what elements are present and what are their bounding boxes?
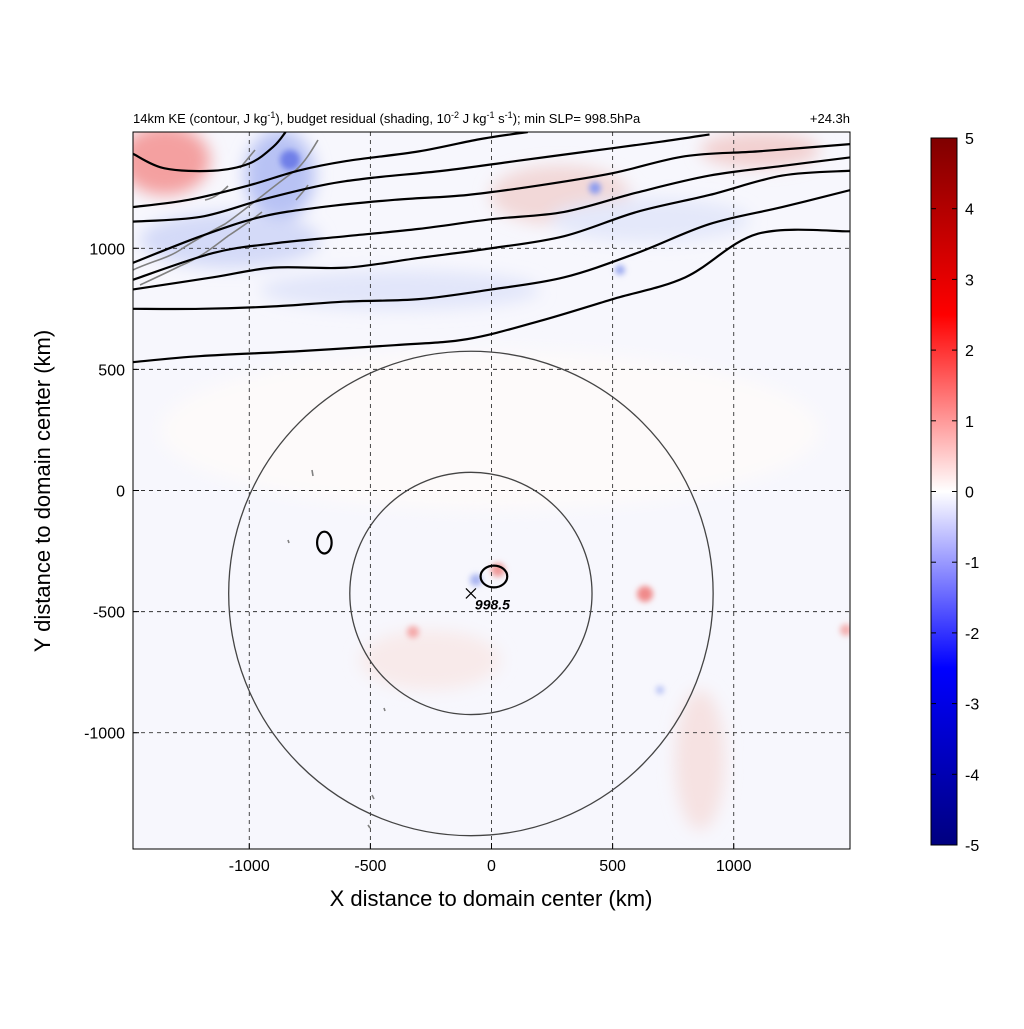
colorbar-tick-label: 3 xyxy=(965,272,974,289)
colorbar-tick-label: -4 xyxy=(965,767,979,784)
y-axis-ticks: 1000 500 0 -500 -1000 xyxy=(84,241,139,743)
shading-blob xyxy=(260,270,540,310)
shading-blob xyxy=(675,690,725,830)
colorbar-tick-label: -5 xyxy=(965,838,979,855)
ke-contour-loop xyxy=(479,564,509,589)
shading-blob xyxy=(550,198,750,242)
range-ring-outer xyxy=(228,350,714,837)
shading-blob xyxy=(140,212,320,268)
coastline-path xyxy=(295,184,309,201)
ke-contour-line xyxy=(133,169,850,291)
ke-contours xyxy=(133,132,850,589)
y-tick-label: 500 xyxy=(98,362,125,379)
shading-spot xyxy=(656,686,664,694)
colorbar-tick-label: 2 xyxy=(965,343,974,360)
storm-center: 998.5 xyxy=(465,588,510,612)
shading-blob xyxy=(360,630,500,690)
colorbar-tick-label: -1 xyxy=(965,555,979,572)
ke-contour-line xyxy=(133,189,850,311)
ke-contour-line xyxy=(133,132,528,209)
colorbar-tick-label: 4 xyxy=(965,202,974,219)
x-tick-label: 500 xyxy=(599,858,626,875)
y-tick-label: 0 xyxy=(116,484,125,501)
y-axis-label: Y distance to domain center (km) xyxy=(30,330,55,652)
x-tick-label: -1000 xyxy=(229,858,270,875)
shading-spot xyxy=(280,150,300,170)
x-tick-label: 0 xyxy=(487,858,496,875)
ke-contour-line xyxy=(133,133,710,223)
time-label: +24.3h xyxy=(810,111,850,126)
shading-spot xyxy=(615,265,625,275)
storm-center-marker xyxy=(465,588,477,599)
ke-contour-line xyxy=(133,132,287,173)
ke-contour-line xyxy=(133,143,850,264)
y-tick-label: -500 xyxy=(93,605,125,622)
shading-spot xyxy=(589,182,601,194)
shading-blob xyxy=(133,132,210,195)
coastline-path xyxy=(287,469,386,829)
ke-contour-line xyxy=(133,228,850,364)
colorbar-tick-label: 0 xyxy=(965,485,974,502)
shading-spot xyxy=(407,626,419,638)
colorbar-tick-label: 5 xyxy=(965,131,974,148)
ke-contour-loop xyxy=(315,530,333,555)
shading-spot xyxy=(840,624,850,636)
x-axis-ticks: -1000 -500 0 500 1000 xyxy=(229,843,752,875)
colorbar-ticks: 5 4 3 2 1 0 -1 -2 -3 -4 -5 xyxy=(931,131,979,855)
shading-blob xyxy=(160,350,820,510)
y-tick-label: 1000 xyxy=(89,241,125,258)
plot-area: 998.5 xyxy=(132,131,851,850)
shading-blob xyxy=(700,132,820,168)
shading-spot xyxy=(470,574,482,586)
range-rings xyxy=(228,350,714,837)
min-slp-label: 998.5 xyxy=(475,596,510,612)
coastline-path xyxy=(139,211,263,286)
y-tick-label: -1000 xyxy=(84,726,125,743)
x-tick-label: 1000 xyxy=(716,858,752,875)
colorbar: 5 4 3 2 1 0 -1 -2 -3 -4 -5 xyxy=(930,131,979,855)
residual-shading xyxy=(133,132,850,830)
coastline-path xyxy=(133,139,319,271)
x-axis-label: X distance to domain center (km) xyxy=(330,886,653,911)
ke-contour-line xyxy=(133,156,850,281)
x-tick-label: -500 xyxy=(354,858,386,875)
colorbar-tick-label: -3 xyxy=(965,697,979,714)
shading-spot xyxy=(637,586,653,602)
chart-title: 14km KE (contour, J kg-1), budget residu… xyxy=(133,110,641,126)
colorbar-tick-label: 1 xyxy=(965,414,974,431)
range-ring-inner xyxy=(349,471,593,716)
colorbar-tick-label: -2 xyxy=(965,626,979,643)
